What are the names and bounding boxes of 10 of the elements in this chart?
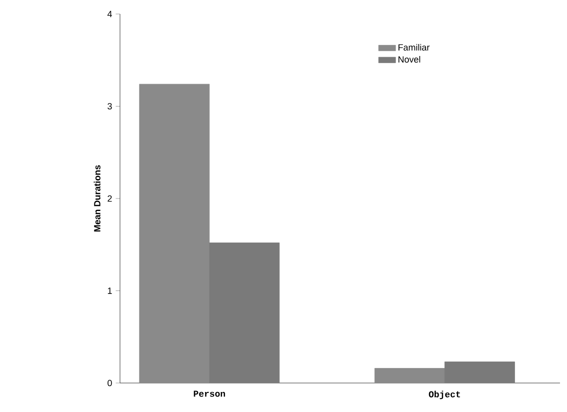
y-tick-label: 3 — [108, 103, 112, 110]
legend-label: Novel — [398, 56, 420, 63]
x-tick-label: Object — [428, 390, 460, 400]
y-tick-label: 2 — [108, 195, 112, 202]
x-tick-label: Person — [194, 390, 225, 397]
legend-label: Familiar — [398, 44, 430, 51]
y-tick-label: 0 — [108, 380, 112, 386]
y-axis-title: Mean Durations — [94, 165, 100, 232]
y-tick-label: 4 — [107, 10, 112, 18]
y-tick-label: 1 — [108, 288, 112, 294]
